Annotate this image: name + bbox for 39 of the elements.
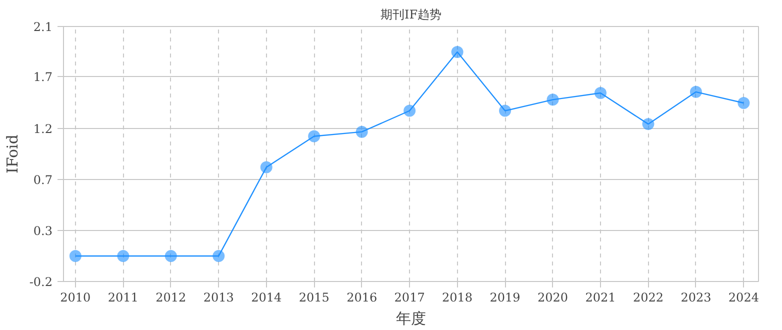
x-tick-label: 2021 <box>585 290 616 304</box>
point <box>356 126 368 138</box>
y-tick-label: 0.3 <box>33 224 53 238</box>
y-tick-label: 2.1 <box>33 20 53 34</box>
x-tick-label: 2018 <box>442 290 473 304</box>
x-tick-label: 2014 <box>251 290 282 304</box>
point <box>404 104 416 117</box>
x-axis-title: 年度 <box>396 310 426 328</box>
point <box>594 87 606 100</box>
point <box>738 97 750 109</box>
x-tick-label: 2023 <box>680 290 712 304</box>
point <box>690 86 702 98</box>
point <box>117 250 130 262</box>
point <box>642 118 654 130</box>
y-tick-label: 0.7 <box>33 173 53 187</box>
x-tick-label: 2016 <box>346 290 378 304</box>
point <box>69 250 82 262</box>
x-tick-label: 2020 <box>538 290 568 304</box>
y-tick-label: 1.7 <box>33 70 53 84</box>
point <box>164 250 177 262</box>
x-tick-label: 2010 <box>60 290 91 304</box>
y-tick-label: 1.2 <box>33 122 53 136</box>
point <box>451 46 464 58</box>
x-tick-label: 2024 <box>728 290 760 304</box>
point <box>308 130 320 142</box>
chart-title: 期刊IF趋势 <box>380 8 442 22</box>
point <box>546 94 559 106</box>
point <box>260 161 272 174</box>
y-tick-label: -0.2 <box>29 275 52 289</box>
x-tick-label: 2013 <box>203 290 234 304</box>
x-tick-label: 2011 <box>108 290 138 304</box>
x-tick-label: 2017 <box>394 290 425 304</box>
point <box>499 104 512 117</box>
point <box>212 250 225 262</box>
y-axis-title: IFoid <box>3 134 22 174</box>
x-tick-label: 2019 <box>490 290 520 304</box>
x-tick-label: 2022 <box>632 290 664 304</box>
x-tick-label: 2012 <box>156 290 186 304</box>
x-tick-label: 2015 <box>298 290 330 304</box>
